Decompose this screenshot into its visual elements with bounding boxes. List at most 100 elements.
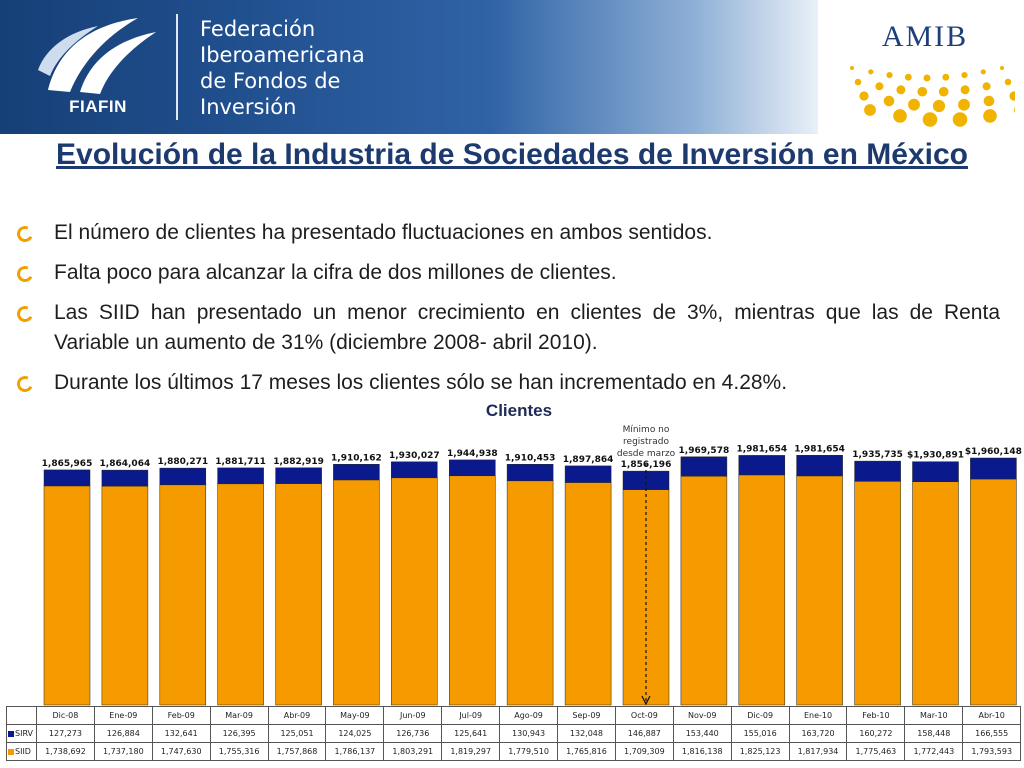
amib-dot bbox=[1014, 106, 1015, 114]
table-category-cell: Feb-09 bbox=[151, 706, 211, 725]
bar-siid bbox=[738, 474, 786, 706]
table-value-cell: 1,757,868 bbox=[267, 742, 327, 761]
table-value-cell: 166,555 bbox=[962, 724, 1022, 743]
amib-dots-icon bbox=[850, 66, 1015, 127]
legend-swatch bbox=[8, 730, 14, 737]
amib-dot bbox=[922, 112, 938, 127]
bar-total-label: $1,930,891 bbox=[907, 451, 964, 461]
table-category-cell: Dic-09 bbox=[730, 706, 790, 725]
fiafin-logo-label: FIAFIN bbox=[69, 97, 127, 116]
bar-sirv bbox=[275, 467, 322, 484]
legend-swatch bbox=[8, 748, 14, 755]
table-value-cell: 1,755,316 bbox=[209, 742, 269, 761]
bar-total-label: 1,981,654 bbox=[736, 444, 787, 454]
bar-siid bbox=[275, 483, 322, 706]
table-category-cell: Dic-08 bbox=[36, 706, 95, 725]
table-category-cell: Mar-09 bbox=[209, 706, 269, 725]
table-value-cell: 160,272 bbox=[846, 724, 906, 743]
amib-dot bbox=[864, 104, 876, 116]
table-category-cell: Mar-10 bbox=[904, 706, 964, 725]
table-value-cell: 126,884 bbox=[93, 724, 153, 743]
bar-total-label: 1,897,864 bbox=[563, 455, 614, 465]
bar-sirv bbox=[912, 461, 959, 482]
amib-dot bbox=[958, 98, 970, 111]
bullet-list: El número de clientes ha presentado fluc… bbox=[14, 218, 1000, 408]
slide-title: Evolución de la Industria de Sociedades … bbox=[56, 138, 968, 171]
table-value-cell: 130,943 bbox=[499, 724, 559, 743]
bar-total-label: 1,981,654 bbox=[794, 444, 845, 454]
bar-siid bbox=[970, 478, 1017, 706]
bar-sirv bbox=[796, 455, 843, 477]
bar-sirv bbox=[506, 464, 554, 482]
chart-data-table: Dic-08 Ene-09 Feb-09 Mar-09 Abr-09 May-09 Jun-… bbox=[6, 706, 1022, 761]
table-row: SIRV 127,273 126,884 132,641 126,395 125,051 1… bbox=[6, 724, 1022, 743]
annotation-text: Mínimo no bbox=[623, 425, 670, 435]
table-value-cell: 1,825,123 bbox=[730, 742, 790, 761]
table-value-cell: 124,025 bbox=[325, 724, 385, 743]
amib-dot bbox=[904, 73, 912, 81]
table-value-cell: 155,016 bbox=[730, 724, 790, 743]
bar-total-label: 1,930,027 bbox=[389, 451, 440, 461]
bar-sirv bbox=[680, 456, 728, 477]
amib-dot bbox=[980, 69, 986, 75]
table-category-cell: Sep-09 bbox=[557, 706, 616, 725]
amib-dot bbox=[883, 95, 895, 107]
org-name-line: Inversión bbox=[200, 95, 297, 119]
legend-series-name: SIRV bbox=[15, 729, 34, 738]
amib-dot bbox=[896, 85, 906, 95]
table-value-cell: 1,793,593 bbox=[962, 742, 1022, 761]
table-value-cell: 125,641 bbox=[441, 724, 501, 743]
table-value-cell: 126,736 bbox=[383, 724, 443, 743]
table-value-cell: 126,395 bbox=[209, 724, 269, 743]
chart-title: Clientes bbox=[486, 401, 552, 420]
table-category-cell: Oct-09 bbox=[614, 706, 674, 725]
table-value-cell: 1,775,463 bbox=[846, 742, 906, 761]
annotation-text: registrado bbox=[623, 437, 669, 447]
bar-total-label: 1,880,271 bbox=[157, 457, 208, 467]
bar-siid bbox=[101, 485, 149, 706]
bullet-ring-icon bbox=[14, 373, 36, 395]
bar-siid bbox=[796, 475, 843, 706]
organization-name: Federación Iberoamericana de Fondos de I… bbox=[200, 16, 500, 120]
bullet-item: Durante los últimos 17 meses los cliente… bbox=[14, 368, 1000, 398]
bar-total-label: 1,944,938 bbox=[447, 449, 498, 459]
amib-dot bbox=[868, 69, 874, 75]
bar-total-label: 1,864,064 bbox=[100, 459, 151, 469]
org-name-line: Federación bbox=[200, 17, 316, 41]
amib-dot bbox=[908, 98, 920, 111]
table-value-cell: 153,440 bbox=[672, 724, 732, 743]
amib-dot bbox=[982, 82, 991, 91]
bar-siid bbox=[680, 475, 728, 706]
amib-dot bbox=[923, 74, 931, 82]
amib-logo: AMIB bbox=[840, 14, 1015, 127]
bar-siid bbox=[217, 483, 264, 706]
table-category-cell: May-09 bbox=[325, 706, 385, 725]
bullet-text: Las SIID han presentado un menor crecimi… bbox=[54, 301, 1000, 354]
bar-siid bbox=[854, 481, 901, 706]
table-value-cell: 1,819,297 bbox=[441, 742, 501, 761]
amib-dot bbox=[983, 109, 997, 123]
bullet-text: El número de clientes ha presentado fluc… bbox=[54, 221, 713, 244]
bar-sirv bbox=[333, 464, 380, 481]
bar-siid bbox=[159, 484, 207, 706]
amib-dot bbox=[960, 85, 970, 95]
fiafin-banner: FIAFIN Federación Iberoamericana de Fond… bbox=[0, 0, 818, 134]
bullet-ring-icon bbox=[14, 303, 36, 325]
amib-dot bbox=[1000, 66, 1004, 70]
table-category-cell: Jul-09 bbox=[441, 706, 501, 725]
bullet-ring-icon bbox=[14, 263, 36, 285]
org-name-line: de Fondos de bbox=[200, 69, 341, 93]
amib-dot bbox=[850, 66, 854, 70]
fiafin-logo bbox=[28, 10, 168, 125]
table-value-cell: 1,765,816 bbox=[557, 742, 616, 761]
legend-series-name: SIID bbox=[15, 747, 31, 756]
bar-sirv bbox=[738, 455, 786, 476]
bar-siid bbox=[391, 477, 438, 706]
table-category-cell: Jun-09 bbox=[383, 706, 443, 725]
table-category-cell: Ene-09 bbox=[93, 706, 153, 725]
table-value-cell: 1,738,692 bbox=[36, 742, 95, 761]
amib-dot bbox=[942, 73, 950, 81]
bar-total-label: 1,882,919 bbox=[273, 457, 324, 467]
table-category-cell: Feb-10 bbox=[846, 706, 906, 725]
bar-siid bbox=[506, 480, 554, 706]
